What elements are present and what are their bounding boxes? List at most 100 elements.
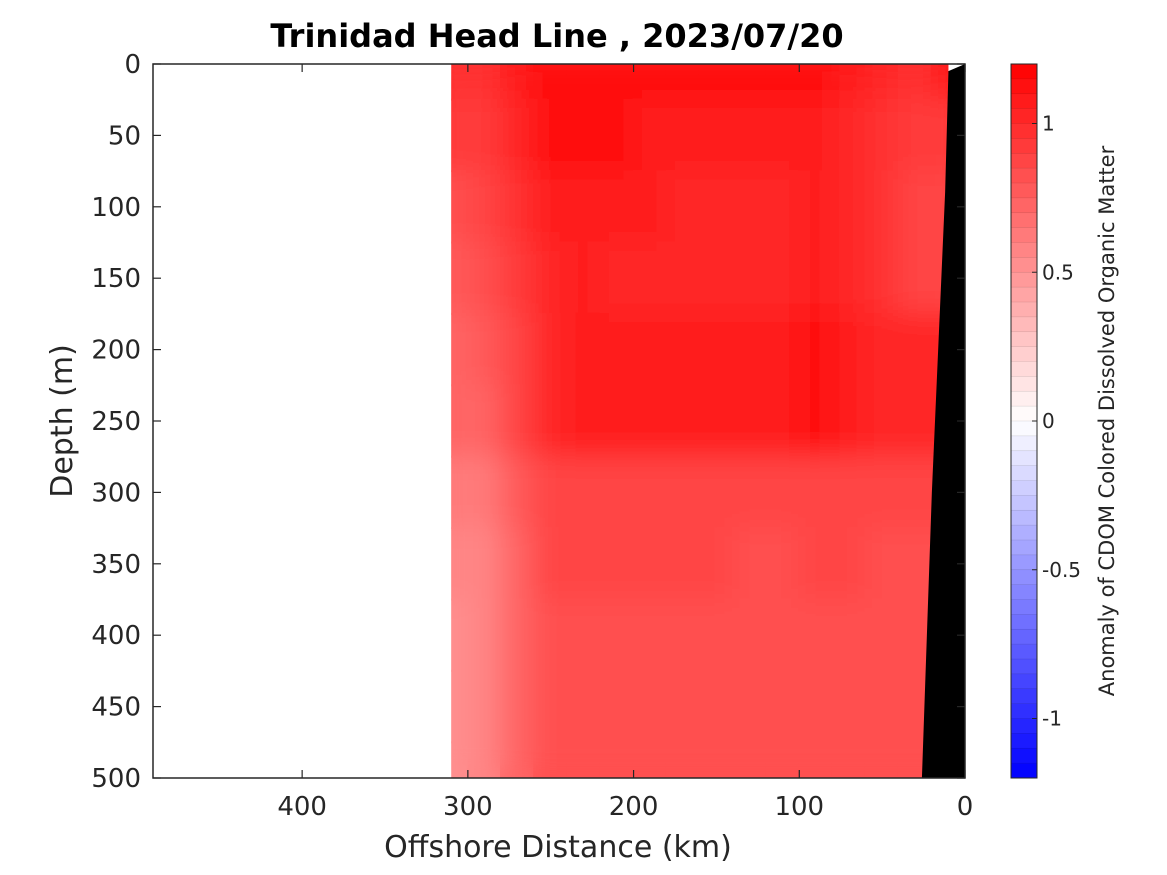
colorbar-level: [1010, 63, 1038, 80]
colorbar-level: [1010, 316, 1038, 333]
field-cell-smooth: [632, 170, 668, 244]
colorbar-level: [1010, 123, 1038, 139]
field-cell-smooth: [897, 64, 933, 101]
field-cell-smooth: [632, 312, 668, 387]
colorbar-level: [1010, 152, 1038, 169]
field-cell-smooth: [698, 741, 734, 778]
colorbar-level: [1010, 212, 1038, 229]
field-cell-smooth: [599, 98, 635, 173]
field-cell-smooth: [451, 384, 469, 458]
field-cell-smooth: [698, 455, 734, 530]
field-cell-smooth: [533, 64, 569, 101]
colorbar-tick-label: 0.5: [1042, 260, 1074, 284]
colorbar-level: [1010, 182, 1038, 199]
colorbar-level: [1010, 435, 1038, 452]
colorbar-tick-label: -1: [1042, 707, 1062, 731]
y-tick-label: 450: [91, 693, 141, 723]
field-cell-smooth: [698, 527, 734, 601]
field-cell-smooth: [897, 98, 933, 173]
field-cell-smooth: [864, 455, 900, 530]
colorbar-level: [1010, 688, 1038, 705]
field-cell-smooth: [632, 64, 668, 101]
colorbar-ticks: 1 0.5 0 -0.5 -1: [1032, 112, 1081, 731]
field-cell-smooth: [864, 384, 900, 458]
field-cell-smooth: [451, 98, 469, 173]
field-cell-smooth: [765, 741, 801, 778]
colorbar-level: [1010, 509, 1038, 526]
colorbar-level: [1010, 301, 1038, 318]
x-tick-label: 300: [443, 792, 493, 822]
field-cell-smooth: [798, 98, 834, 173]
field-cell-smooth: [566, 98, 602, 173]
field-cell-smooth: [466, 241, 502, 315]
field-cell-smooth: [632, 241, 668, 315]
y-tick-label: 250: [91, 407, 141, 437]
colorbar-level: [1010, 271, 1038, 288]
field-cell-smooth: [599, 64, 635, 101]
field-cell-smooth: [599, 527, 635, 601]
colorbar-level: [1010, 420, 1038, 437]
colorbar-level: [1010, 673, 1038, 690]
field-cell-smooth: [500, 527, 536, 601]
field-cell-smooth: [831, 312, 867, 387]
field-cell-smooth: [765, 312, 801, 387]
field-cell-smooth: [798, 527, 834, 601]
field-cell-smooth: [632, 741, 668, 778]
field-cell-smooth: [798, 384, 834, 458]
field-cell-smooth: [798, 64, 834, 101]
field-cell-smooth: [500, 741, 536, 778]
field-cell-smooth: [599, 455, 635, 530]
cdom-anomaly-field: [451, 64, 949, 778]
field-cell-smooth: [451, 598, 469, 672]
field-cell-smooth: [566, 598, 602, 672]
field-cell-smooth: [665, 64, 701, 101]
field-cell-smooth: [599, 669, 635, 744]
field-cell-smooth: [566, 170, 602, 244]
bathymetry-shape: [921, 64, 965, 778]
field-cell-smooth: [798, 241, 834, 315]
field-cell-smooth: [566, 64, 602, 101]
field-cell-smooth: [632, 669, 668, 744]
field-cell-smooth: [632, 598, 668, 672]
field-cell-smooth: [451, 64, 469, 101]
colorbar-level: [1010, 257, 1038, 273]
field-cell-smooth: [533, 741, 569, 778]
field-cell-smooth: [897, 170, 933, 244]
field-cell-smooth: [897, 241, 933, 315]
x-axis-label: Offshore Distance (km): [384, 830, 732, 865]
field-cell-smooth: [599, 312, 635, 387]
field-cell-smooth: [798, 170, 834, 244]
y-tick-label: 350: [91, 550, 141, 580]
colorbar-level: [1010, 376, 1038, 392]
field-cell-smooth: [897, 384, 933, 458]
x-tick-label: 100: [774, 792, 824, 822]
field-cell-smooth: [566, 241, 602, 315]
field-cell-smooth: [665, 669, 701, 744]
field-cell-smooth: [798, 741, 834, 778]
field-cell-smooth: [500, 455, 536, 530]
field-cell-smooth: [732, 98, 768, 173]
field-cell-smooth: [765, 455, 801, 530]
field-cell-smooth: [698, 241, 734, 315]
field-cell-smooth: [533, 598, 569, 672]
colorbar-level: [1010, 197, 1038, 214]
field-cell-smooth: [599, 241, 635, 315]
field-cell-smooth: [732, 455, 768, 530]
field-cell-smooth: [632, 455, 668, 530]
field-cell-smooth: [665, 312, 701, 387]
colorbar-level: [1010, 703, 1038, 720]
field-cell-smooth: [665, 598, 701, 672]
field-cell-smooth: [732, 741, 768, 778]
field-cell-smooth: [451, 669, 469, 744]
colorbar-level: [1010, 108, 1038, 125]
colorbar-level: [1010, 658, 1038, 675]
field-cell-smooth: [451, 170, 469, 244]
field-cell-smooth: [500, 312, 536, 387]
field-cell-smooth: [599, 741, 635, 778]
field-cell-smooth: [466, 455, 502, 530]
field-cell-smooth: [451, 455, 469, 530]
field-cell-smooth: [732, 312, 768, 387]
colorbar-level: [1010, 554, 1038, 571]
field-cell-smooth: [665, 98, 701, 173]
field-cell-smooth: [665, 170, 701, 244]
